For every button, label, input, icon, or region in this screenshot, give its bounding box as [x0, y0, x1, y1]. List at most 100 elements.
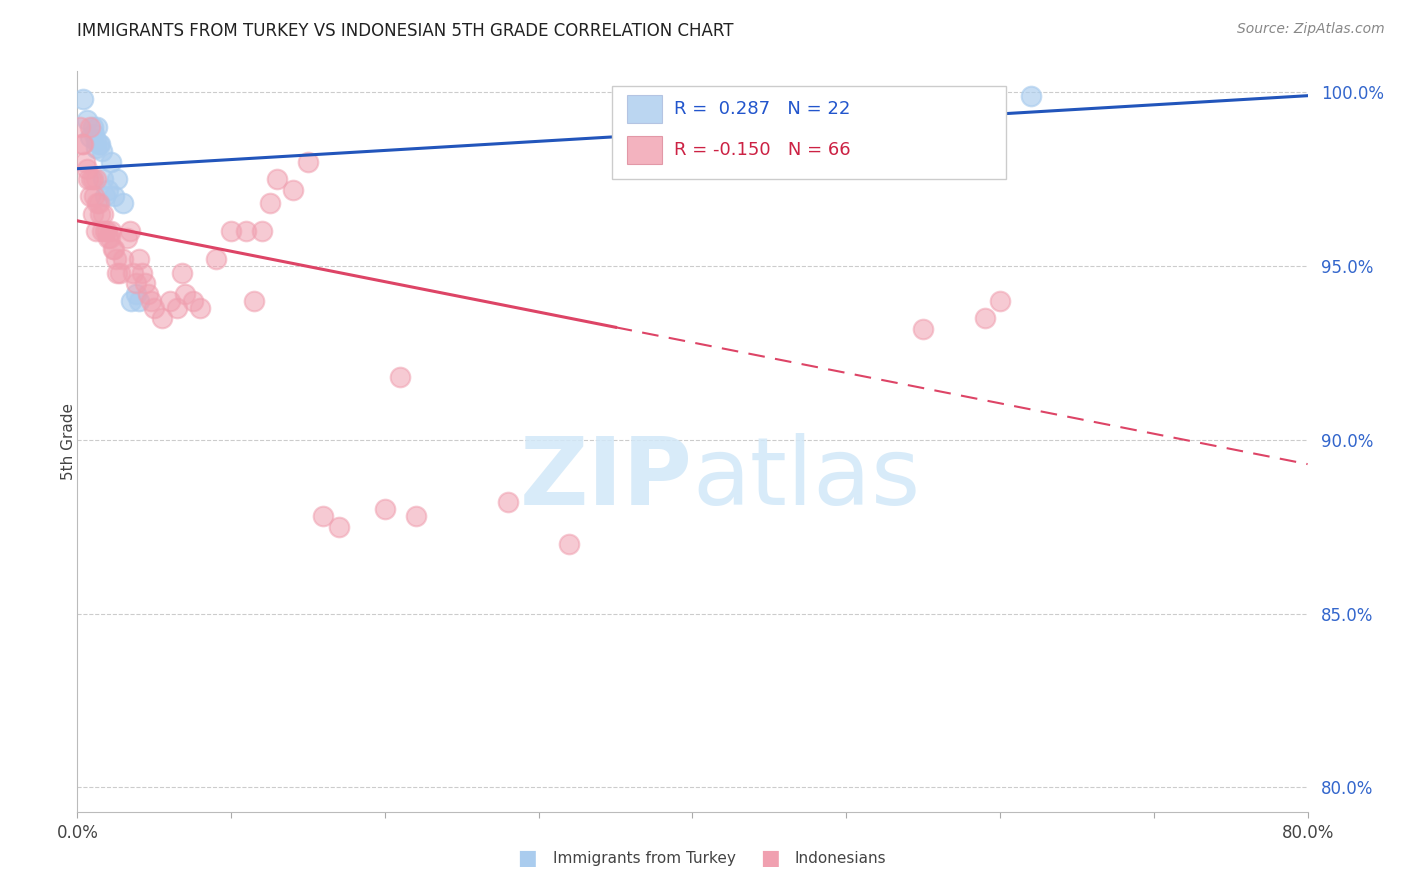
Text: ■: ■	[517, 848, 537, 868]
Point	[80, 172, 103, 186]
Point	[79, 189, 101, 203]
Point	[973, 311, 995, 326]
Point	[496, 495, 519, 509]
Point	[104, 252, 127, 266]
Point	[134, 277, 156, 291]
Point	[118, 224, 141, 238]
Point	[82, 207, 104, 221]
Point	[166, 301, 188, 315]
Point	[120, 293, 142, 308]
Point	[405, 509, 427, 524]
Point	[112, 196, 135, 211]
Bar	[627, 95, 662, 123]
Point	[125, 286, 148, 301]
Text: ■: ■	[761, 848, 780, 868]
Point	[76, 113, 98, 128]
Point	[328, 519, 350, 533]
Point	[70, 137, 93, 152]
Point	[86, 120, 108, 134]
Point	[558, 537, 581, 551]
Point	[84, 134, 107, 148]
Point	[125, 277, 148, 291]
Point	[89, 207, 111, 221]
Point	[389, 370, 412, 384]
Point	[93, 172, 115, 186]
Point	[76, 161, 98, 176]
Point	[131, 266, 153, 280]
Point	[259, 196, 281, 211]
Point	[98, 231, 121, 245]
Point	[89, 137, 111, 152]
Point	[84, 141, 107, 155]
Point	[94, 189, 117, 203]
Point	[235, 224, 257, 238]
Point	[69, 120, 91, 134]
Text: Source: ZipAtlas.com: Source: ZipAtlas.com	[1237, 22, 1385, 37]
Point	[97, 182, 120, 196]
Point	[103, 189, 125, 203]
Point	[86, 196, 108, 211]
Text: IMMIGRANTS FROM TURKEY VS INDONESIAN 5TH GRADE CORRELATION CHART: IMMIGRANTS FROM TURKEY VS INDONESIAN 5TH…	[77, 22, 734, 40]
Text: atlas: atlas	[693, 433, 921, 524]
Point	[79, 120, 101, 134]
Point	[73, 154, 96, 169]
Point	[83, 189, 105, 203]
Point	[174, 286, 197, 301]
Point	[103, 242, 125, 256]
Point	[101, 242, 124, 256]
Point	[79, 130, 101, 145]
Text: R = -0.150   N = 66: R = -0.150 N = 66	[673, 141, 851, 159]
Point	[181, 293, 204, 308]
Point	[143, 301, 166, 315]
Point	[87, 137, 110, 152]
Point	[94, 224, 117, 238]
Point	[988, 293, 1011, 308]
Point	[97, 231, 120, 245]
Point	[204, 252, 226, 266]
Point	[150, 311, 173, 326]
Point	[1019, 88, 1042, 103]
Point	[87, 196, 110, 211]
Text: Immigrants from Turkey: Immigrants from Turkey	[553, 851, 735, 865]
Point	[219, 224, 242, 238]
Point	[105, 266, 128, 280]
Point	[170, 266, 193, 280]
FancyBboxPatch shape	[613, 87, 1007, 178]
Point	[83, 127, 105, 141]
Point	[84, 172, 107, 186]
Point	[159, 293, 181, 308]
Point	[243, 293, 266, 308]
Point	[128, 293, 150, 308]
Point	[105, 172, 128, 186]
Point	[121, 266, 143, 280]
Point	[250, 224, 273, 238]
Point	[82, 120, 104, 134]
Point	[90, 224, 114, 238]
Point	[72, 92, 94, 106]
Point	[72, 137, 94, 152]
Point	[93, 207, 115, 221]
Text: R =  0.287   N = 22: R = 0.287 N = 22	[673, 100, 851, 118]
Point	[96, 224, 118, 238]
Point	[100, 224, 122, 238]
Text: Indonesians: Indonesians	[794, 851, 886, 865]
Point	[77, 172, 100, 186]
Point	[115, 231, 138, 245]
Point	[84, 224, 107, 238]
Point	[90, 145, 114, 159]
Point	[312, 509, 335, 524]
Point	[136, 286, 159, 301]
Point	[82, 172, 104, 186]
Point	[100, 154, 122, 169]
Point	[281, 182, 304, 196]
Point	[266, 172, 288, 186]
Point	[141, 293, 163, 308]
Point	[110, 266, 132, 280]
Point	[112, 252, 135, 266]
Point	[128, 252, 150, 266]
Y-axis label: 5th Grade: 5th Grade	[62, 403, 76, 480]
Point	[374, 502, 396, 516]
Text: ZIP: ZIP	[520, 433, 693, 524]
Bar	[627, 136, 662, 164]
Point	[912, 321, 935, 335]
